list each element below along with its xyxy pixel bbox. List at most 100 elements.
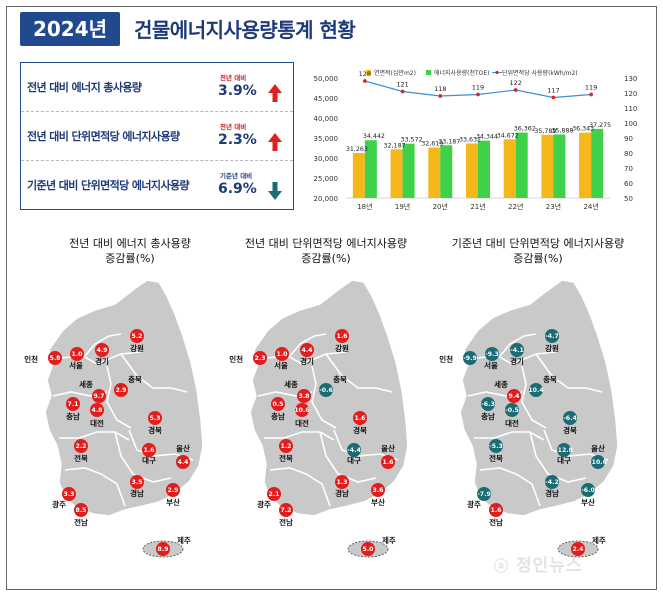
line-point	[513, 88, 518, 92]
region-name: 강원	[130, 343, 144, 353]
left-tick-label: 30,000	[314, 155, 339, 163]
region-border	[269, 467, 331, 507]
region-border	[84, 333, 122, 357]
bar-label-energy-use: 36,362	[514, 126, 536, 133]
bar-energy-use	[478, 140, 490, 198]
region-name: 전남	[279, 517, 293, 527]
region-marker	[166, 483, 180, 497]
summary-panel: 전년 대비 에너지 총사용량 전년 대비 3.9% 전년 대비 단위면적당 에너…	[20, 62, 294, 210]
region-name: 서울	[274, 360, 288, 370]
bar-floor-area	[503, 139, 516, 198]
bar-energy-use	[591, 128, 604, 198]
region-name: 경남	[545, 488, 559, 498]
map-title-line: 증감률(%)	[301, 252, 351, 265]
right-tick-label: 80	[624, 150, 633, 158]
annual-trend-chart: 20,000 25,000 30,000 35,000 40,000 45,000 50,0…	[314, 69, 638, 211]
line-point	[400, 89, 405, 94]
line-point	[476, 92, 480, 97]
region-name: 울산	[381, 443, 395, 453]
region-border	[325, 353, 393, 393]
line-point-label: 119	[585, 84, 597, 92]
region-marker	[279, 439, 293, 453]
region-marker	[381, 455, 395, 469]
region-name: 울산	[176, 443, 190, 453]
bar-floor-area	[541, 134, 554, 198]
region-marker	[90, 403, 104, 417]
region-name: 서울	[484, 360, 498, 370]
korea-map-unit-energy: 2.3 인천 1.0 서울 4.4 경기 1.6 강원 3.8세종 -0.6충북 0.5 충남 10.6…	[229, 279, 409, 558]
region-value: 9.4	[509, 393, 521, 400]
bar-label-floor-area: 32,619	[421, 141, 443, 148]
region-border	[64, 467, 126, 507]
region-value: -4.4	[347, 447, 361, 454]
legend-swatch	[366, 70, 371, 75]
region-border	[474, 431, 545, 441]
region-name: 대전	[295, 418, 309, 428]
region-marker	[74, 503, 88, 517]
region-border	[479, 467, 541, 507]
summary-label: 기준년 대비 단위면적당 에너지사용량	[27, 179, 190, 192]
region-marker	[271, 397, 285, 411]
left-tick-label: 25,000	[314, 175, 339, 183]
korea-map-total-energy: 5.8인천1.0서울4.9경기5.2강원9.7세종2.9충북7.1충남4.8대전…	[24, 279, 204, 558]
bar-floor-area	[466, 143, 478, 198]
region-marker	[66, 397, 80, 411]
left-tick-label: 35,000	[314, 135, 339, 143]
region-marker	[142, 443, 156, 457]
region-value: -4.2	[545, 479, 559, 486]
region-value: 3.6	[373, 487, 384, 494]
region-value: -9.3	[485, 351, 499, 358]
region-marker	[481, 397, 495, 411]
region-marker	[176, 455, 190, 469]
map-title-line: 전년 대비 단위면적당 에너지사용량	[244, 237, 408, 250]
region-name: 충남	[481, 411, 495, 421]
region-value: 8.5	[76, 507, 87, 514]
region-value: -12.8	[555, 447, 573, 454]
region-value: 1.2	[281, 443, 292, 450]
line-point-label: 121	[396, 81, 408, 89]
region-value: -0.5	[505, 407, 519, 414]
region-value: 1.6	[383, 459, 394, 466]
right-tick-label: 70	[624, 165, 633, 173]
region-value: 2.4	[573, 546, 585, 553]
x-tick-label: 20년	[433, 202, 448, 211]
region-border	[529, 431, 587, 483]
region-name: 세종	[284, 379, 298, 389]
right-tick-label: 50	[624, 195, 633, 203]
x-tick-label: 22년	[508, 202, 523, 211]
line-point-label: 117	[547, 87, 559, 95]
region-name: 광주	[52, 499, 66, 509]
bar-label-energy-use: 35,888	[551, 127, 573, 134]
line-point-label: 122	[510, 79, 522, 87]
region-marker	[545, 475, 559, 489]
right-tick-label: 90	[624, 135, 633, 143]
korea-mainland-shape	[44, 279, 204, 517]
map-title-line: 증감률(%)	[513, 252, 563, 265]
bar-label-energy-use: 33,187	[438, 138, 460, 145]
region-value: 1.6	[491, 507, 502, 514]
bar-label-energy-use: 34,344	[476, 134, 498, 141]
region-marker	[463, 351, 477, 365]
region-marker	[335, 329, 349, 343]
region-name: 경남	[335, 488, 349, 498]
region-marker	[48, 351, 62, 365]
region-name: 충남	[271, 411, 285, 421]
region-value: 9.7	[94, 393, 105, 400]
region-name: 세종	[79, 379, 93, 389]
region-value: -6.4	[563, 415, 577, 422]
region-marker	[92, 389, 106, 403]
left-tick-label: 40,000	[314, 115, 339, 123]
region-border	[535, 353, 603, 393]
x-tick-label: 23년	[546, 202, 561, 211]
region-marker	[361, 542, 375, 556]
region-name: 전북	[279, 453, 293, 463]
region-value: 1.6	[355, 415, 366, 422]
korea-map-baseline-unit-energy: -9.9 인천 -9.3 서울 -4.1 경기 -4.7 강원 9.4세종 10.4 충북 -6.3 충…	[439, 279, 619, 558]
region-marker	[295, 403, 309, 417]
region-value: 4.4	[178, 459, 190, 466]
region-value: 4.4	[302, 347, 314, 354]
legend-label: 에너지사용량(천TOE)	[434, 69, 490, 77]
region-value: 1.0	[72, 351, 84, 358]
summary-sub: 전년 대비	[220, 74, 247, 82]
